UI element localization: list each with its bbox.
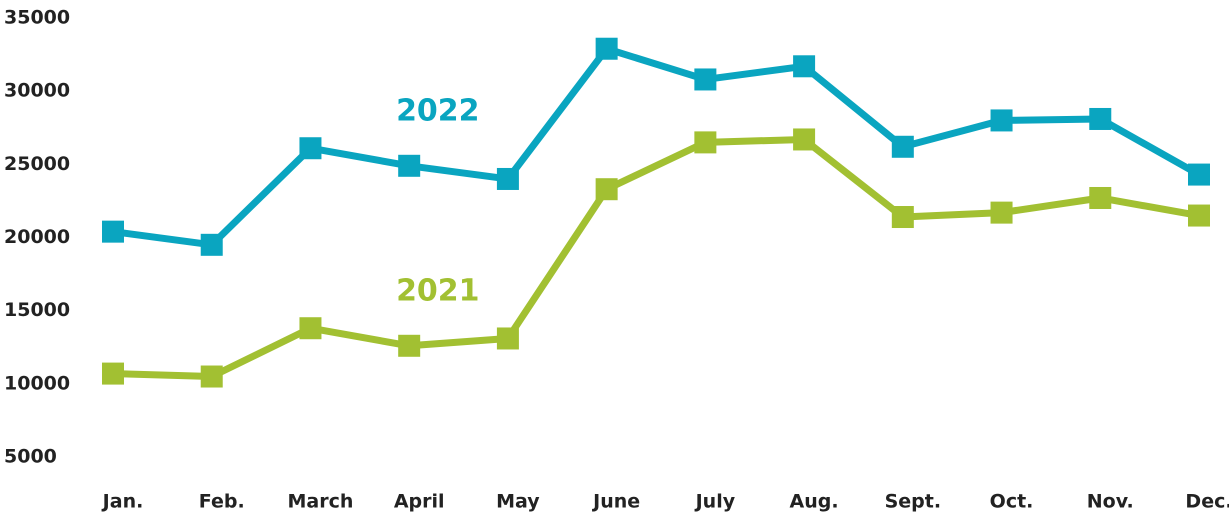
x-tick-label: April	[394, 491, 445, 513]
point-marker	[694, 68, 717, 91]
x-tick-label: May	[496, 491, 540, 513]
point-marker	[891, 206, 914, 229]
series-line	[112, 135, 1200, 381]
x-tick-label: March	[288, 491, 354, 513]
x-tick-label: Sept.	[885, 491, 941, 513]
point-marker	[398, 334, 421, 357]
point-marker	[595, 37, 618, 60]
point-marker	[200, 233, 223, 256]
point-marker	[496, 167, 519, 190]
y-tick-label: 15000	[4, 299, 70, 321]
point-marker	[1089, 186, 1112, 209]
series-label: 2022	[396, 93, 480, 128]
point-marker	[793, 128, 816, 151]
point-marker	[299, 137, 322, 160]
point-marker	[200, 365, 223, 388]
y-tick-label: 5000	[4, 446, 57, 468]
x-tick-label: June	[591, 491, 640, 513]
y-tick-label: 35000	[4, 7, 70, 29]
point-marker	[694, 131, 717, 154]
point-marker	[102, 362, 124, 385]
point-marker	[990, 201, 1013, 224]
x-tick-label: Jan.	[101, 491, 144, 513]
point-marker	[793, 55, 816, 78]
x-tick-label: Aug.	[790, 491, 839, 513]
y-tick-label: 10000	[4, 372, 70, 394]
series-line	[112, 45, 1201, 249]
x-tick-label: July	[694, 491, 736, 513]
point-marker	[595, 178, 618, 201]
point-marker	[299, 317, 322, 340]
y-tick-label: 20000	[4, 226, 70, 248]
y-tick-label: 25000	[4, 153, 70, 175]
x-tick-label: Nov.	[1087, 491, 1134, 513]
point-marker	[1089, 107, 1112, 130]
point-marker	[990, 109, 1013, 132]
point-marker	[102, 220, 124, 243]
x-tick-label: Oct.	[990, 491, 1034, 513]
series-label: 2021	[396, 273, 480, 308]
x-tick-label: Feb.	[199, 491, 245, 513]
x-tick-label: Dec.	[1185, 491, 1229, 513]
point-marker	[891, 135, 914, 158]
point-marker	[398, 154, 421, 177]
y-tick-label: 30000	[4, 80, 70, 102]
point-marker	[1188, 204, 1210, 227]
point-marker	[496, 327, 519, 350]
point-marker	[1188, 163, 1210, 186]
